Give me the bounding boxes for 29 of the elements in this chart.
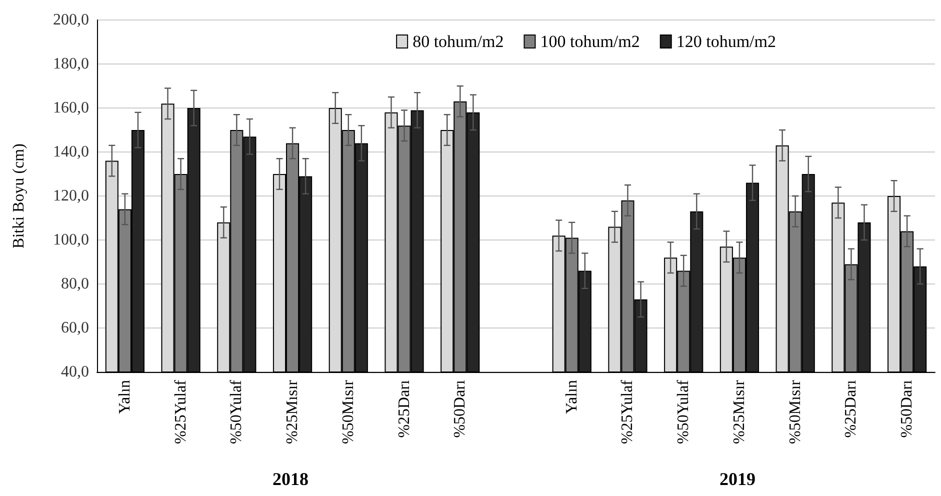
x-tick-label: %25Darı — [842, 379, 860, 438]
y-tick-label: 140,0 — [53, 144, 89, 160]
legend-label: 80 tohum/m2 — [412, 32, 504, 51]
text: 2019 — [719, 469, 756, 489]
x-tick-label: %25Darı — [396, 379, 413, 438]
y-tick-label: 80,0 — [61, 276, 89, 292]
x-tick-label: %50Mısır — [786, 379, 804, 444]
x-tick-label: Yalın — [563, 380, 580, 414]
text: 2018 — [272, 469, 309, 489]
y-tick-label: 60,0 — [61, 320, 89, 336]
x-tick-label: %25Mısır — [284, 379, 302, 444]
legend-label: 120 tohum/m2 — [676, 32, 776, 51]
y-tick-label: 120,0 — [53, 188, 89, 204]
x-tick-label: %50Yulaf — [675, 379, 692, 444]
legend-label: 100 tohum/m2 — [540, 32, 640, 51]
x-tick-label: %50Mısır — [340, 379, 357, 444]
x-tick-label: %50Darı — [452, 379, 469, 438]
x-tick-label: %25Yulaf — [172, 379, 190, 444]
x-tick-label: %50Darı — [898, 379, 916, 438]
y-tick-label: 200,0 — [53, 12, 89, 28]
y-tick-label: 160,0 — [53, 100, 89, 116]
y-tick-label: 180,0 — [53, 56, 89, 72]
y-tick-label: 40,0 — [61, 364, 89, 380]
x-tick-label: %25Mısır — [730, 379, 748, 444]
y-axis-title: Bitki Boyu (cm) — [10, 144, 28, 248]
y-tick-label: 100,0 — [53, 232, 89, 248]
x-tick-label: %50Yulaf — [228, 379, 246, 444]
x-tick-label: %25Yulaf — [619, 379, 636, 444]
x-tick-label: Yalın — [116, 380, 134, 414]
